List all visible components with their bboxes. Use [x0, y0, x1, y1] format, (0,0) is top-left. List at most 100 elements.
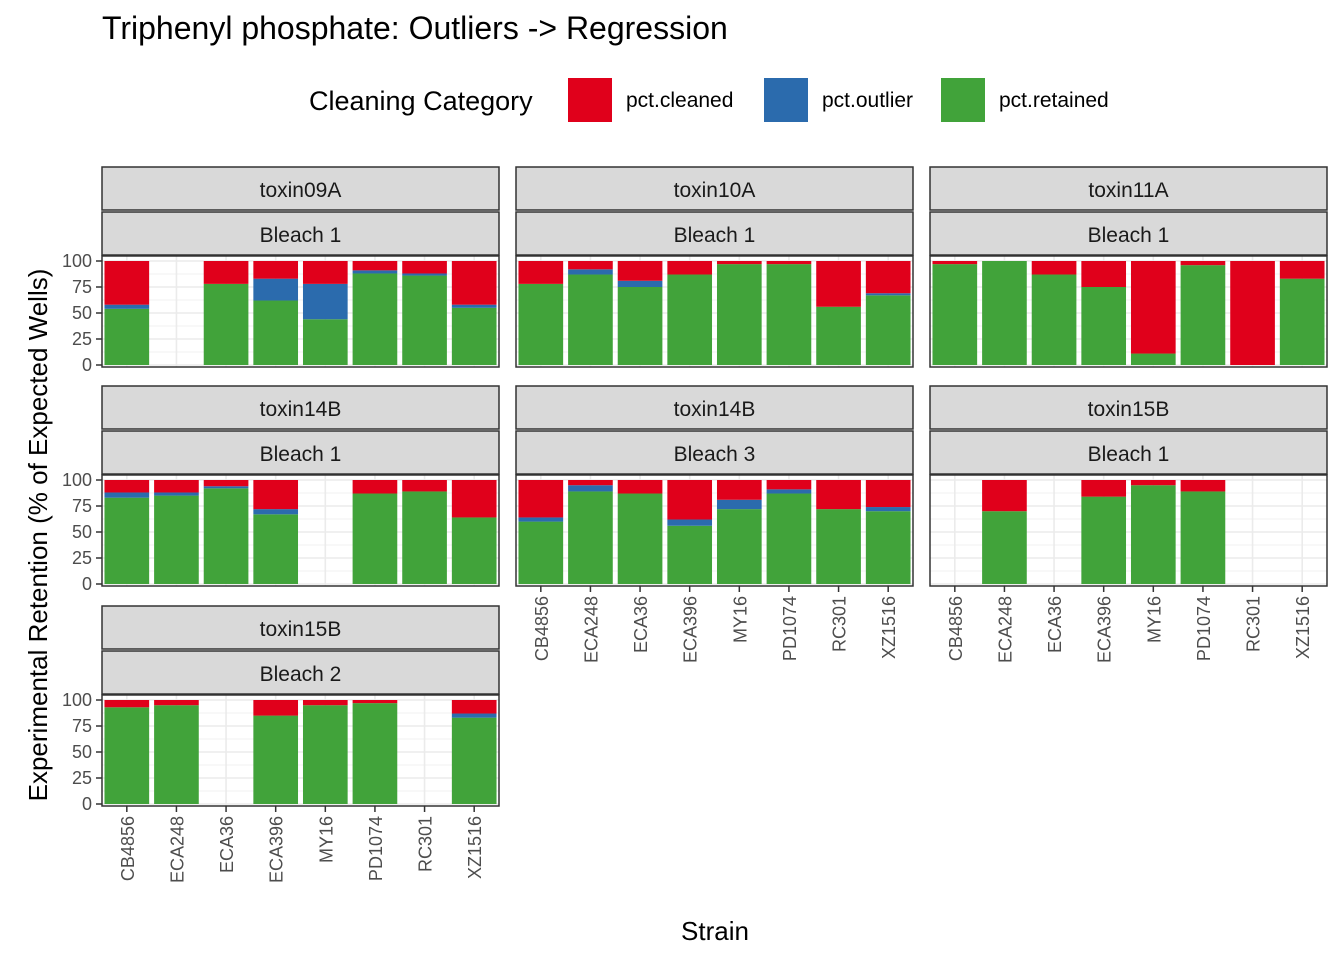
facet-panel-toxin14b-bleach-3: toxin14B Bleach 3 CB4856 ECA248 ECA36 ECA396 M…	[515, 385, 914, 663]
bar-segment-xz1516-cleaned	[451, 480, 497, 518]
bar-segment-xz1516-retained	[865, 295, 911, 365]
bar-segment-my16-retained	[302, 319, 348, 365]
panel-border	[515, 474, 914, 587]
y-tick-label: 75	[72, 496, 92, 516]
panel-border	[929, 255, 1328, 368]
bar-segment-eca248-outlier	[568, 269, 613, 275]
bar-segment-eca396-cleaned	[253, 700, 299, 716]
bar-segment-my16-retained	[1130, 353, 1176, 365]
y-tick-label: 25	[72, 548, 92, 568]
bar-segment-eca248-cleaned	[154, 480, 199, 493]
bar-segment-cb4856-cleaned	[104, 480, 150, 493]
bar-segment-cb4856-outlier	[104, 492, 150, 498]
x-tick-label-eca396: ECA396	[267, 816, 287, 883]
bar-segment-xz1516-retained	[865, 511, 911, 584]
facet-strip-toxin-label: toxin14B	[674, 398, 756, 421]
y-tick-label: 50	[72, 522, 92, 542]
x-tick-label-eca36: ECA36	[217, 816, 237, 873]
x-tick-label-eca248: ECA248	[581, 596, 601, 663]
bar-segment-rc301-cleaned	[402, 480, 447, 492]
bar-segment-pd1074-retained	[352, 703, 398, 804]
panel-border	[101, 694, 500, 807]
bar-segment-xz1516-cleaned	[1279, 261, 1325, 279]
y-tick-label: 25	[72, 768, 92, 788]
facet-strip-toxin-label: toxin14B	[260, 398, 342, 421]
bar-segment-cb4856-cleaned	[518, 480, 564, 518]
x-tick-label-eca248: ECA248	[995, 596, 1015, 663]
facet-panel-toxin15b-bleach-2: toxin15B Bleach 2 0 25 50 75 100 CB4856 ECA248 EC…	[62, 605, 500, 883]
bar-segment-pd1074-retained	[766, 493, 812, 584]
legend: Cleaning Category pct.cleaned pct.outlie…	[309, 78, 1109, 122]
facet-strip-bleach-label: Bleach 1	[1088, 224, 1170, 247]
facet-strip-bleach	[929, 211, 1328, 256]
x-tick-label-xz1516: XZ1516	[465, 816, 485, 879]
facet-panel-toxin14b-bleach-1: toxin14B Bleach 1 0 25 50 75 100	[62, 385, 500, 594]
bar-segment-eca396-outlier	[667, 519, 713, 526]
x-tick-label-eca396: ECA396	[681, 596, 701, 663]
bar-segment-eca396-retained	[1081, 496, 1127, 584]
bar-segment-rc301-cleaned	[816, 261, 861, 307]
bar-segment-cb4856-retained	[104, 707, 150, 804]
bar-segment-eca248-retained	[154, 705, 199, 804]
bar-segment-pd1074-cleaned	[352, 700, 398, 704]
bar-segment-rc301-cleaned	[402, 261, 447, 274]
bar-segment-xz1516-retained	[1279, 278, 1325, 365]
bar-segment-rc301-outlier	[402, 273, 447, 276]
legend-title: Cleaning Category	[309, 86, 533, 116]
x-tick-label-pd1074: PD1074	[1194, 596, 1214, 661]
bar-segment-my16-cleaned	[1130, 261, 1176, 354]
facet-strip-bleach	[929, 430, 1328, 475]
bar-segment-xz1516-cleaned	[865, 480, 911, 508]
x-tick-label-rc301: RC301	[416, 816, 436, 872]
bar-segment-pd1074-cleaned	[1180, 480, 1226, 492]
facet-strip-toxin	[929, 166, 1328, 211]
x-tick-label-pd1074: PD1074	[366, 816, 386, 881]
facet-strip-toxin	[515, 385, 914, 430]
facet-strip-bleach-label: Bleach 1	[260, 443, 342, 466]
bar-segment-eca396-cleaned	[1081, 261, 1127, 287]
bar-segment-eca248-retained	[154, 495, 199, 584]
bar-segment-eca396-cleaned	[667, 480, 713, 520]
bar-segment-cb4856-retained	[104, 497, 150, 584]
bar-segment-eca36-cleaned	[617, 261, 663, 281]
bar-segment-xz1516-retained	[451, 517, 497, 584]
y-tick-label: 0	[82, 794, 92, 814]
facet-panels: toxin09A Bleach 1 0 25 50 75 100 toxin10A Bleach…	[62, 166, 1328, 883]
facet-strip-bleach-label: Bleach 2	[260, 663, 342, 686]
bar-segment-pd1074-cleaned	[352, 261, 398, 271]
bar-segment-eca396-outlier	[253, 278, 299, 301]
bar-segment-cb4856-cleaned	[104, 261, 150, 305]
bar-segment-my16-outlier	[716, 499, 762, 510]
bar-segment-eca248-cleaned	[982, 480, 1027, 512]
y-tick-label: 50	[72, 303, 92, 323]
bar-segment-eca36-outlier	[617, 280, 663, 287]
panel-border	[101, 474, 500, 587]
x-tick-label-my16: MY16	[316, 816, 336, 863]
bar-segment-pd1074-cleaned	[766, 261, 812, 265]
bar-segment-my16-cleaned	[716, 480, 762, 500]
bar-segment-xz1516-outlier	[451, 304, 497, 308]
bar-segment-eca36-retained	[203, 283, 249, 365]
bar-segment-eca36-cleaned	[617, 480, 663, 494]
x-tick-label-cb4856: CB4856	[118, 816, 138, 881]
bar-segment-pd1074-cleaned	[766, 480, 812, 490]
legend-swatch-pct-cleaned	[568, 78, 612, 122]
bar-segment-eca248-retained	[982, 511, 1027, 584]
panel-border	[515, 255, 914, 368]
legend-swatch-pct-outlier	[764, 78, 808, 122]
bar-segment-eca396-cleaned	[667, 261, 713, 275]
y-tick-label: 0	[82, 574, 92, 594]
y-axis-title: Experimental Retention (% of Expected We…	[23, 269, 53, 802]
bar-segment-my16-retained	[716, 509, 762, 584]
facet-strip-bleach-label: Bleach 1	[260, 224, 342, 247]
bar-segment-xz1516-cleaned	[451, 700, 497, 714]
bar-segment-xz1516-outlier	[865, 293, 911, 296]
bar-segment-eca396-outlier	[253, 509, 299, 515]
facet-strip-bleach-label: Bleach 3	[674, 443, 756, 466]
chart-title: Triphenyl phosphate: Outliers -> Regress…	[102, 10, 728, 46]
bar-segment-rc301-retained	[402, 491, 447, 584]
x-tick-label-my16: MY16	[730, 596, 750, 643]
bar-segment-pd1074-retained	[766, 264, 812, 365]
y-tick-label: 75	[72, 277, 92, 297]
